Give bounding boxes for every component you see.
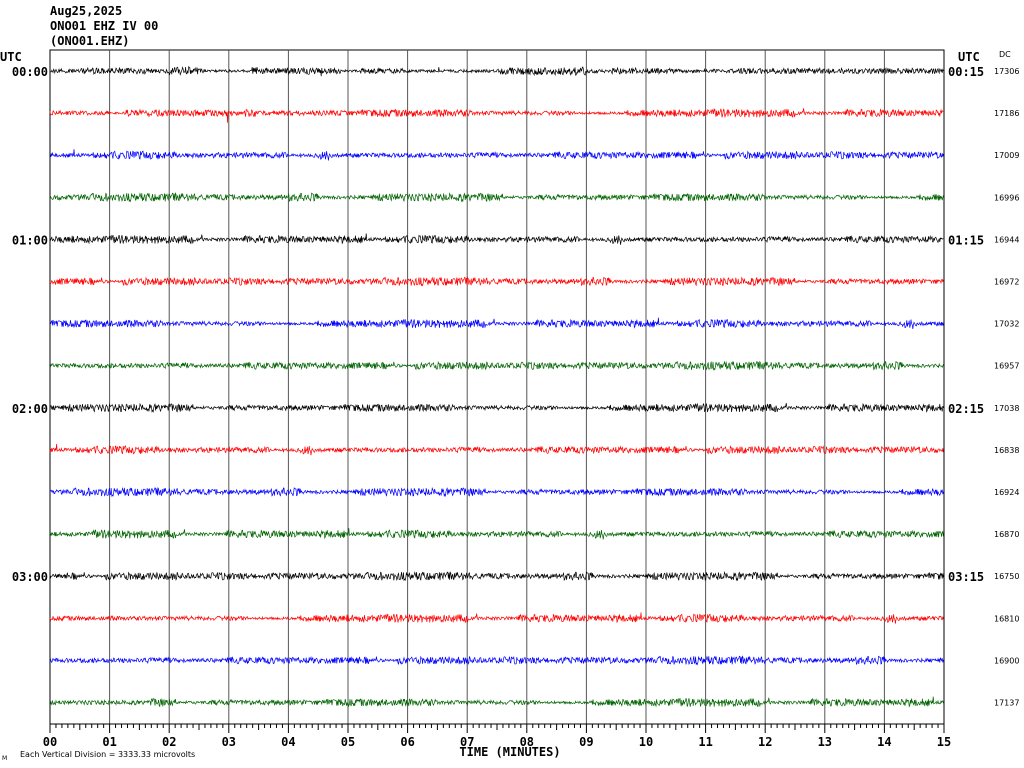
left-time-label: 03:00 (12, 570, 48, 584)
grid-layer (49, 49, 945, 733)
seismic-trace (49, 486, 944, 498)
x-tick-label: 05 (341, 735, 355, 749)
left-utc-label: UTC (0, 50, 22, 64)
dc-offset-label: 16870 (994, 530, 1019, 539)
dc-offset-label: 17306 (994, 67, 1019, 76)
x-tick-label: 12 (758, 735, 772, 749)
x-tick-label: 01 (102, 735, 116, 749)
dc-offset-label: 16972 (994, 278, 1019, 287)
dc-label: DC (999, 50, 1011, 59)
right-time-label: 01:15 (948, 233, 984, 247)
dc-offset-label: 16996 (994, 193, 1019, 202)
footer-mark: M (2, 755, 7, 762)
x-tick-label: 13 (818, 735, 832, 749)
x-tick-label: 10 (639, 735, 653, 749)
dc-offset-label: 16900 (994, 656, 1019, 665)
dc-offset-label: 16957 (994, 362, 1019, 371)
right-time-label: 02:15 (948, 402, 984, 416)
label-layer: 00 01 02 03 04 05 06 07 08 09 10 11 12 13 14 15 17306 171… (12, 65, 1020, 749)
x-tick-label: 04 (281, 735, 295, 749)
right-time-label: 00:15 (948, 65, 984, 79)
dc-offset-label: 17137 (994, 699, 1019, 708)
x-tick-label: 15 (937, 735, 951, 749)
x-tick-label: 02 (162, 735, 176, 749)
header-station: ONO01 EHZ IV 00 (50, 19, 159, 33)
dc-offset-label: 16810 (994, 614, 1019, 623)
plot-frame (49, 49, 945, 725)
seismic-trace (49, 696, 944, 708)
x-tick-label: 11 (698, 735, 712, 749)
trace-layer (49, 66, 944, 708)
footer-note: Each Vertical Division = 3333.33 microvo… (20, 750, 195, 759)
dc-offset-label: 17186 (994, 109, 1019, 118)
x-tick-label: 14 (877, 735, 891, 749)
dc-offset-label: 17032 (994, 320, 1019, 329)
seismic-trace (49, 612, 944, 624)
seismic-trace (49, 655, 944, 666)
header-date: Aug25,2025 (50, 4, 123, 18)
dc-offset-label: 16750 (994, 572, 1019, 581)
seismic-trace (49, 66, 944, 77)
x-tick-label: 09 (579, 735, 593, 749)
seismic-trace (49, 443, 944, 456)
dc-offset-label: 17009 (994, 151, 1019, 160)
seismic-trace (49, 192, 944, 203)
seismic-trace (49, 233, 944, 245)
seismic-trace (49, 149, 944, 161)
seismic-trace (49, 108, 944, 123)
x-tick-label: 00 (43, 735, 57, 749)
left-time-label: 00:00 (12, 65, 48, 79)
seismic-trace (49, 402, 944, 413)
left-time-label: 02:00 (12, 402, 48, 416)
seismic-trace (49, 276, 944, 287)
x-tick-label: 03 (222, 735, 236, 749)
x-axis-title: TIME (MINUTES) (459, 745, 560, 759)
left-time-label: 01:00 (12, 233, 48, 247)
dc-offset-label: 16924 (994, 488, 1019, 497)
x-tick-label: 07 (460, 735, 474, 749)
seismic-trace (49, 571, 944, 582)
seismic-trace (49, 528, 944, 540)
right-time-label: 03:15 (948, 570, 984, 584)
header-channel-code: (ONO01.EHZ) (50, 34, 130, 48)
seismic-trace (49, 360, 944, 371)
seismic-trace (49, 317, 944, 329)
dc-offset-label: 17038 (994, 404, 1019, 413)
right-utc-label: UTC (958, 50, 980, 64)
dc-offset-label: 16838 (994, 446, 1019, 455)
x-tick-label: 06 (400, 735, 414, 749)
dc-offset-label: 16944 (994, 235, 1019, 244)
x-tick-label: 08 (520, 735, 534, 749)
